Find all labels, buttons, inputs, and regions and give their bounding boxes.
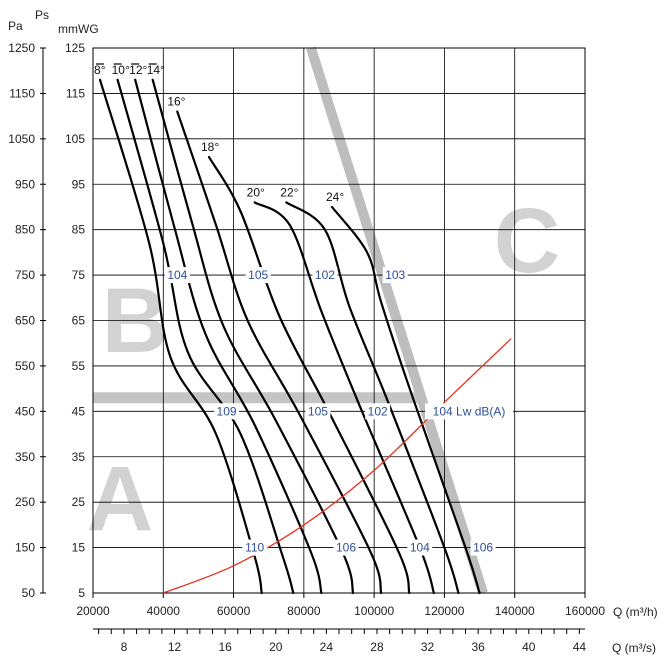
x-axis-tick-label: 140000 xyxy=(495,604,535,618)
blade-angle-label: 8° xyxy=(94,63,106,77)
blade-angle-label: 24° xyxy=(326,190,344,204)
noise-label-background xyxy=(470,539,496,556)
x-axis-tick-label: 80000 xyxy=(287,604,321,618)
x2-axis-tick-label: 20 xyxy=(269,640,283,654)
blade-angle-curve-10deg xyxy=(116,78,295,595)
left-axis-tick-label: 850 xyxy=(15,223,35,237)
blade-angle-curve-12deg xyxy=(134,78,323,595)
inner-axis-symbol-label: Ps xyxy=(35,8,49,22)
noise-level-label: 104 xyxy=(167,268,187,282)
x2-axis-tick-label: 44 xyxy=(573,640,587,654)
noise-label-background xyxy=(407,539,433,556)
left-axis-tick-label: 150 xyxy=(15,541,35,555)
inner-axis-tick-label: 25 xyxy=(72,495,86,509)
x2-axis-tick-label: 28 xyxy=(370,640,384,654)
noise-label-background xyxy=(312,267,338,284)
x-axis-tick-label: 160000 xyxy=(565,604,605,618)
blade-angle-label: 10° xyxy=(112,63,130,77)
inner-axis-tick-label: 5 xyxy=(78,586,85,600)
inner-axis-tick-label: 95 xyxy=(72,177,86,191)
inner-axis-tick-label: 35 xyxy=(72,450,86,464)
x-axis-label: Q (m³/h) xyxy=(613,605,658,619)
blade-angle-curve-16deg xyxy=(176,110,383,595)
noise-label-background xyxy=(242,539,268,556)
x2-axis-tick-label: 36 xyxy=(471,640,485,654)
noise-label-background xyxy=(245,267,271,284)
blade-angle-curve-22deg xyxy=(285,201,460,595)
noise-level-label: 106 xyxy=(336,541,356,555)
blade-angle-label: 16° xyxy=(167,95,185,109)
region-label-c: C xyxy=(494,190,560,292)
noise-level-label: 104 xyxy=(410,541,430,555)
inner-axis-tick-label: 125 xyxy=(65,41,85,55)
x2-axis-tick-label: 12 xyxy=(168,640,182,654)
blade-angle-label: 20° xyxy=(247,185,265,199)
inner-axis-tick-label: 75 xyxy=(72,268,86,282)
x2-axis-tick-label: 24 xyxy=(320,640,334,654)
noise-label-background xyxy=(425,403,514,420)
x2-axis-tick-label: 8 xyxy=(121,640,128,654)
inner-axis-tick-label: 55 xyxy=(72,359,86,373)
left-axis-tick-label: 950 xyxy=(15,177,35,191)
x-axis-tick-label: 100000 xyxy=(354,604,394,618)
blade-angle-curve-24deg xyxy=(330,205,481,595)
system-resistance-curve xyxy=(163,338,512,594)
blade-angle-label: 18° xyxy=(201,140,219,154)
inner-axis-tick-label: 65 xyxy=(72,314,86,328)
noise-level-label: 103 xyxy=(385,268,405,282)
x2-axis-tick-label: 40 xyxy=(522,640,536,654)
left-axis-tick-label: 450 xyxy=(15,404,35,418)
noise-label-background xyxy=(382,267,408,284)
left-axis-tick-label: 250 xyxy=(15,495,35,509)
left-axis-tick-label: 550 xyxy=(15,359,35,373)
x2-axis-label: Q (m³/s) xyxy=(612,641,656,655)
left-axis-unit-label: Pa xyxy=(8,19,23,33)
x2-axis-tick-label: 32 xyxy=(421,640,435,654)
noise-level-label: 110 xyxy=(245,541,264,555)
noise-label-background xyxy=(333,539,359,556)
inner-axis-tick-label: 45 xyxy=(72,404,86,418)
inner-axis-tick-label: 115 xyxy=(66,86,85,100)
noise-label-background xyxy=(164,267,190,284)
x2-axis-tick-label: 16 xyxy=(218,640,232,654)
left-axis-tick-label: 1050 xyxy=(8,132,35,146)
noise-level-label: 102 xyxy=(315,268,335,282)
noise-level-label: 105 xyxy=(248,268,268,282)
left-axis-tick-label: 350 xyxy=(15,450,35,464)
blade-angle-curve-8deg xyxy=(98,78,263,595)
blade-angle-label: 14° xyxy=(147,63,165,77)
x-axis-tick-label: 60000 xyxy=(217,604,251,618)
left-axis-tick-label: 50 xyxy=(22,586,36,600)
left-axis-tick-label: 1150 xyxy=(9,86,35,100)
noise-label-background xyxy=(305,403,331,420)
left-axis-tick-label: 750 xyxy=(15,268,35,282)
noise-level-label: 102 xyxy=(368,404,388,418)
blade-angle-label: 12° xyxy=(129,63,147,77)
left-axis-tick-label: 1250 xyxy=(8,41,35,55)
noise-level-label: 109 xyxy=(217,404,237,418)
noise-level-label: 106 xyxy=(473,541,493,555)
x-axis-tick-label: 40000 xyxy=(147,604,181,618)
region-label-a: A xyxy=(87,448,153,550)
noise-label-background xyxy=(214,403,240,420)
left-axis-tick-label: 650 xyxy=(15,314,35,328)
x-axis-tick-label: 20000 xyxy=(76,604,110,618)
blade-angle-curve-18deg xyxy=(207,155,411,595)
noise-label-background xyxy=(365,403,391,420)
inner-axis-tick-label: 105 xyxy=(65,132,85,146)
inner-axis-tick-label: 85 xyxy=(72,223,86,237)
inner-axis-tick-label: 15 xyxy=(72,541,86,555)
noise-level-label: 104 Lw dB(A) xyxy=(433,404,506,418)
inner-axis-unit-label: mmWG xyxy=(58,22,99,36)
blade-angle-label: 22° xyxy=(280,185,298,199)
noise-level-label: 105 xyxy=(308,404,328,418)
x-axis-tick-label: 120000 xyxy=(424,604,464,618)
